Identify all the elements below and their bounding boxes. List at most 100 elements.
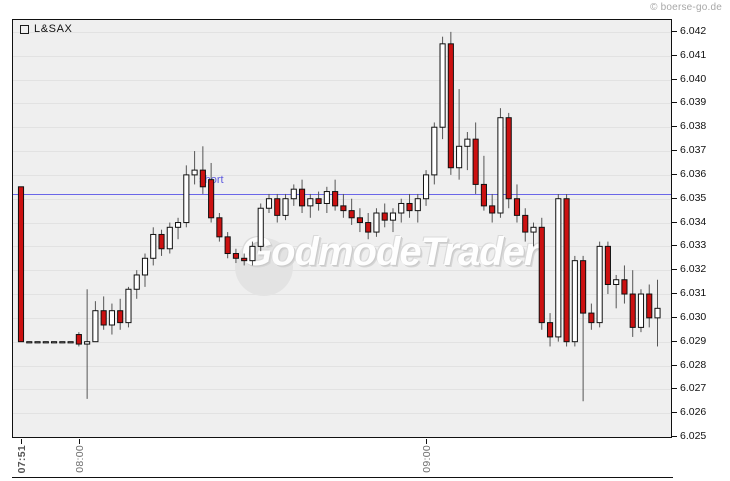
candle-body-down xyxy=(406,202,413,212)
candle-body-down xyxy=(538,226,545,324)
candlestick xyxy=(571,255,578,347)
candle-body-down xyxy=(298,188,306,207)
candle-body-down xyxy=(224,236,231,255)
plot-area: GodmodeTrader L&SAX short xyxy=(12,19,672,438)
gridline xyxy=(13,80,671,81)
y-axis-label: 6.033 xyxy=(680,239,707,251)
candlestick xyxy=(489,193,496,223)
y-axis-label: 6.028 xyxy=(680,359,707,371)
candlestick xyxy=(373,208,380,237)
candlestick xyxy=(381,203,388,228)
candlestick xyxy=(588,303,595,330)
x-axis-tick xyxy=(79,439,80,444)
candlestick xyxy=(307,193,314,218)
y-axis-tick xyxy=(672,222,677,223)
candle-body-up xyxy=(133,274,140,290)
series-color-swatch xyxy=(20,24,29,34)
candle-body-down xyxy=(365,222,372,233)
candlestick xyxy=(406,193,413,218)
candle-body-down xyxy=(472,138,479,185)
x-axis-line xyxy=(12,477,673,478)
candlestick xyxy=(629,270,636,337)
y-axis-tick xyxy=(672,245,677,246)
candlestick xyxy=(563,193,570,347)
y-axis-label: 6.029 xyxy=(680,335,707,347)
candle-body-down xyxy=(232,253,239,259)
candle-body-up xyxy=(282,198,289,216)
candlestick xyxy=(133,270,140,299)
y-axis-label: 6.036 xyxy=(680,168,707,180)
gridline xyxy=(13,175,671,176)
candlestick xyxy=(522,208,529,242)
candle-body-down xyxy=(17,186,25,343)
gridline xyxy=(13,437,671,438)
candlestick xyxy=(183,165,190,228)
candlestick xyxy=(439,36,446,140)
candle-body-up xyxy=(654,307,661,319)
gridline xyxy=(13,389,671,390)
candlestick xyxy=(26,341,33,344)
candlestick xyxy=(332,179,339,211)
candlestick xyxy=(654,279,661,347)
y-axis-label: 6.034 xyxy=(680,216,707,228)
candle-body-down xyxy=(563,198,570,343)
y-axis-tick xyxy=(672,126,677,127)
candlestick xyxy=(150,227,157,266)
candlestick xyxy=(108,303,115,335)
y-axis-tick xyxy=(672,365,677,366)
candlestick xyxy=(241,253,248,266)
candle-body-down xyxy=(546,322,554,338)
x-axis-tick xyxy=(21,439,22,444)
candle-body-down xyxy=(100,310,107,326)
candlestick xyxy=(191,151,198,185)
candle-body-down xyxy=(274,198,281,216)
candlestick xyxy=(224,232,231,259)
x-axis-label: 08:00 xyxy=(74,445,86,473)
candle-body-up xyxy=(571,260,578,343)
y-axis-tick xyxy=(672,317,677,318)
candle-body-up xyxy=(530,226,537,233)
legend[interactable]: L&SAX xyxy=(17,22,75,36)
gridline xyxy=(13,32,671,33)
candlestick xyxy=(555,193,562,342)
candlestick xyxy=(422,170,430,206)
gridline xyxy=(13,294,671,295)
candlestick xyxy=(447,31,454,175)
gridline xyxy=(13,151,671,152)
candle-body-down xyxy=(447,43,454,169)
candle-body-up xyxy=(51,341,58,344)
candlestick xyxy=(208,162,215,223)
candle-body-up xyxy=(265,198,273,209)
gridline xyxy=(13,270,671,271)
gridline xyxy=(13,246,671,247)
candlestick xyxy=(646,284,653,328)
candle-body-down xyxy=(332,191,339,207)
candle-body-up xyxy=(166,226,173,250)
candlestick xyxy=(125,286,132,328)
gridline xyxy=(13,199,671,200)
candle-body-down xyxy=(505,117,512,200)
candlestick xyxy=(100,296,107,330)
candlestick xyxy=(42,341,49,344)
y-axis-tick xyxy=(672,79,677,80)
y-axis-tick xyxy=(672,198,677,199)
candlestick xyxy=(51,341,58,344)
candlestick xyxy=(323,186,330,214)
candlestick xyxy=(580,255,587,402)
y-axis-tick xyxy=(672,102,677,103)
candlestick xyxy=(315,191,322,211)
y-axis-label: 6.041 xyxy=(680,49,707,61)
y-axis-tick xyxy=(672,436,677,437)
candlestick xyxy=(75,332,82,347)
candle-body-down xyxy=(117,310,124,324)
y-axis-tick xyxy=(672,269,677,270)
candle-body-up xyxy=(637,293,645,328)
candle-body-down xyxy=(315,198,322,204)
candlestick xyxy=(497,108,504,218)
candlestick xyxy=(117,298,124,330)
candlestick xyxy=(265,193,273,214)
candlestick xyxy=(249,241,256,266)
candlestick xyxy=(431,122,438,185)
y-axis-label: 6.040 xyxy=(680,73,707,85)
